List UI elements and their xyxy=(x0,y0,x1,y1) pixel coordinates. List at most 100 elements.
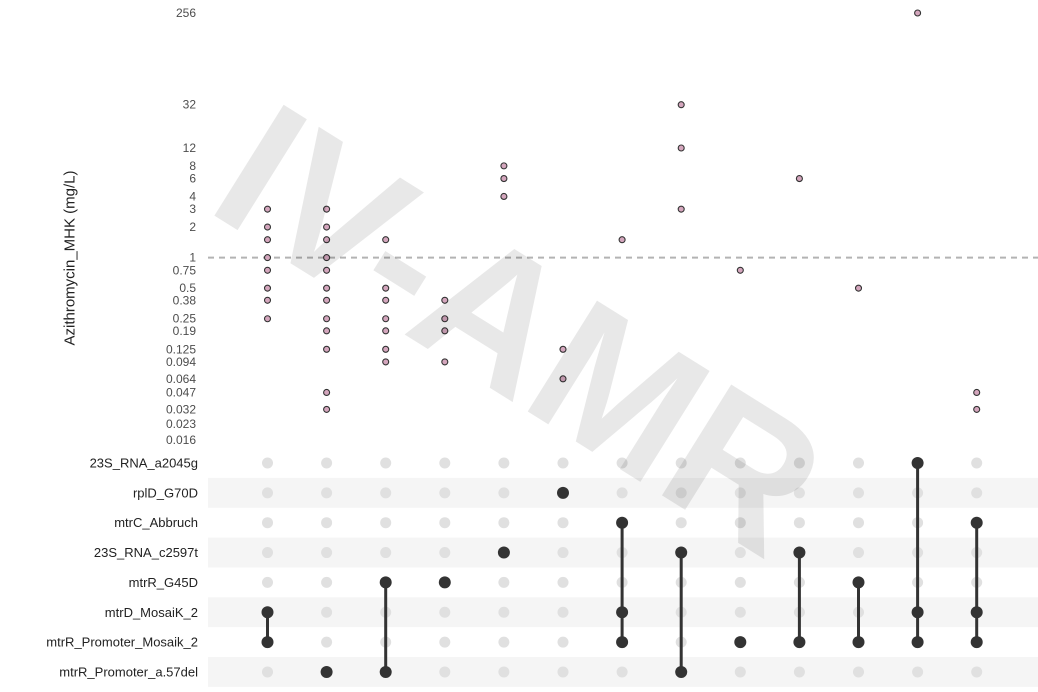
matrix-dot-inactive xyxy=(675,457,687,469)
matrix-dot-inactive xyxy=(971,666,983,678)
matrix-dot-active xyxy=(438,576,451,589)
y-axis-label: Azithromycin_MHK (mg/L) xyxy=(62,170,79,345)
data-point xyxy=(323,223,331,231)
y-tick-label: 0.5 xyxy=(179,281,196,295)
data-point xyxy=(263,223,272,231)
intersection-matrix xyxy=(261,457,983,678)
y-tick-label: 0.75 xyxy=(173,263,197,277)
y-tick-label: 3 xyxy=(189,202,196,216)
data-point xyxy=(382,236,390,244)
matrix-dot-inactive xyxy=(380,517,392,529)
data-point xyxy=(736,266,744,274)
matrix-dot-inactive xyxy=(853,666,864,678)
matrix-dot-active xyxy=(793,546,806,559)
matrix-dot-inactive xyxy=(734,487,746,499)
set-label: mtrR_Promoter_Mosaik_2 xyxy=(46,635,198,650)
matrix-dot-inactive xyxy=(616,666,628,678)
data-point xyxy=(323,327,331,335)
matrix-dot-inactive xyxy=(557,666,569,678)
matrix-dot-active xyxy=(379,665,392,678)
data-point xyxy=(500,162,508,170)
matrix-dot-active xyxy=(675,546,688,559)
matrix-dot-inactive xyxy=(557,517,569,529)
matrix-dot-inactive xyxy=(380,457,392,469)
matrix-dot-inactive xyxy=(734,547,746,559)
scatter-points xyxy=(263,9,981,413)
matrix-dot-inactive xyxy=(734,457,746,469)
matrix-dot-active xyxy=(320,665,333,678)
y-tick-label: 0.19 xyxy=(173,324,197,338)
matrix-dot-inactive xyxy=(380,487,392,499)
data-point xyxy=(382,296,390,304)
matrix-dot-inactive xyxy=(557,576,569,588)
matrix-dot-inactive xyxy=(853,487,864,499)
data-point xyxy=(795,175,803,183)
set-label: mtrC_Abbruch xyxy=(114,515,198,530)
matrix-dot-inactive xyxy=(321,636,333,648)
data-point xyxy=(263,236,272,244)
y-tick-label: 2 xyxy=(189,220,196,234)
data-point xyxy=(323,388,331,397)
data-point xyxy=(382,327,390,335)
matrix-dot-inactive xyxy=(262,666,273,678)
matrix-dot-inactive xyxy=(498,457,510,469)
y-tick-label: 0.25 xyxy=(173,312,197,326)
data-point xyxy=(323,296,331,304)
matrix-dot-inactive xyxy=(262,547,273,559)
data-point xyxy=(559,375,567,383)
matrix-dot-inactive xyxy=(262,457,273,469)
data-point xyxy=(441,327,449,335)
y-tick-label: 0.064 xyxy=(166,372,196,386)
data-point xyxy=(323,205,331,213)
matrix-dot-inactive xyxy=(498,666,510,678)
matrix-dot-inactive xyxy=(262,487,273,499)
data-point xyxy=(559,345,567,353)
matrix-dot-inactive xyxy=(321,517,333,529)
matrix-dot-active xyxy=(261,636,274,649)
data-point xyxy=(323,254,331,262)
matrix-dot-active xyxy=(261,606,274,619)
data-point xyxy=(382,358,390,366)
matrix-dot-inactive xyxy=(793,457,805,469)
y-tick-label: 12 xyxy=(183,141,197,155)
matrix-dot-active xyxy=(497,546,510,559)
matrix-dot-inactive xyxy=(853,547,864,559)
set-label: 23S_RNA_a2045g xyxy=(90,456,198,471)
matrix-dot-inactive xyxy=(498,576,510,588)
matrix-dot-active xyxy=(616,636,629,649)
matrix-dot-active xyxy=(852,576,865,589)
data-point xyxy=(677,144,685,152)
matrix-dot-inactive xyxy=(793,517,805,529)
matrix-dot-inactive xyxy=(439,487,451,499)
data-point xyxy=(382,315,390,323)
set-label: mtrR_Promoter_a.57del xyxy=(59,664,198,679)
matrix-dot-inactive xyxy=(498,636,510,648)
matrix-dot-inactive xyxy=(793,487,805,499)
watermark-text: IV-AMR xyxy=(182,64,858,596)
data-point xyxy=(677,205,685,213)
y-tick-label: 0.023 xyxy=(166,417,196,431)
data-point xyxy=(500,175,508,183)
matrix-dot-inactive xyxy=(616,487,628,499)
y-tick-label: 0.016 xyxy=(166,433,196,447)
matrix-dot-inactive xyxy=(439,517,451,529)
matrix-dot-inactive xyxy=(971,487,983,499)
matrix-dot-inactive xyxy=(734,576,746,588)
data-point xyxy=(441,358,449,366)
matrix-dot-inactive xyxy=(498,517,510,529)
data-point xyxy=(263,266,272,274)
matrix-dot-active xyxy=(616,606,629,619)
matrix-dot-active xyxy=(970,516,983,529)
matrix-dot-active xyxy=(675,665,688,678)
y-tick-label: 0.047 xyxy=(166,385,196,399)
data-point xyxy=(854,284,863,292)
data-point xyxy=(263,254,272,262)
data-point xyxy=(618,236,626,244)
matrix-dot-active xyxy=(911,606,924,619)
data-point xyxy=(323,284,331,292)
matrix-dot-active xyxy=(616,516,629,529)
data-point xyxy=(323,405,331,413)
matrix-dot-active xyxy=(970,606,983,619)
matrix-dot-inactive xyxy=(321,457,333,469)
